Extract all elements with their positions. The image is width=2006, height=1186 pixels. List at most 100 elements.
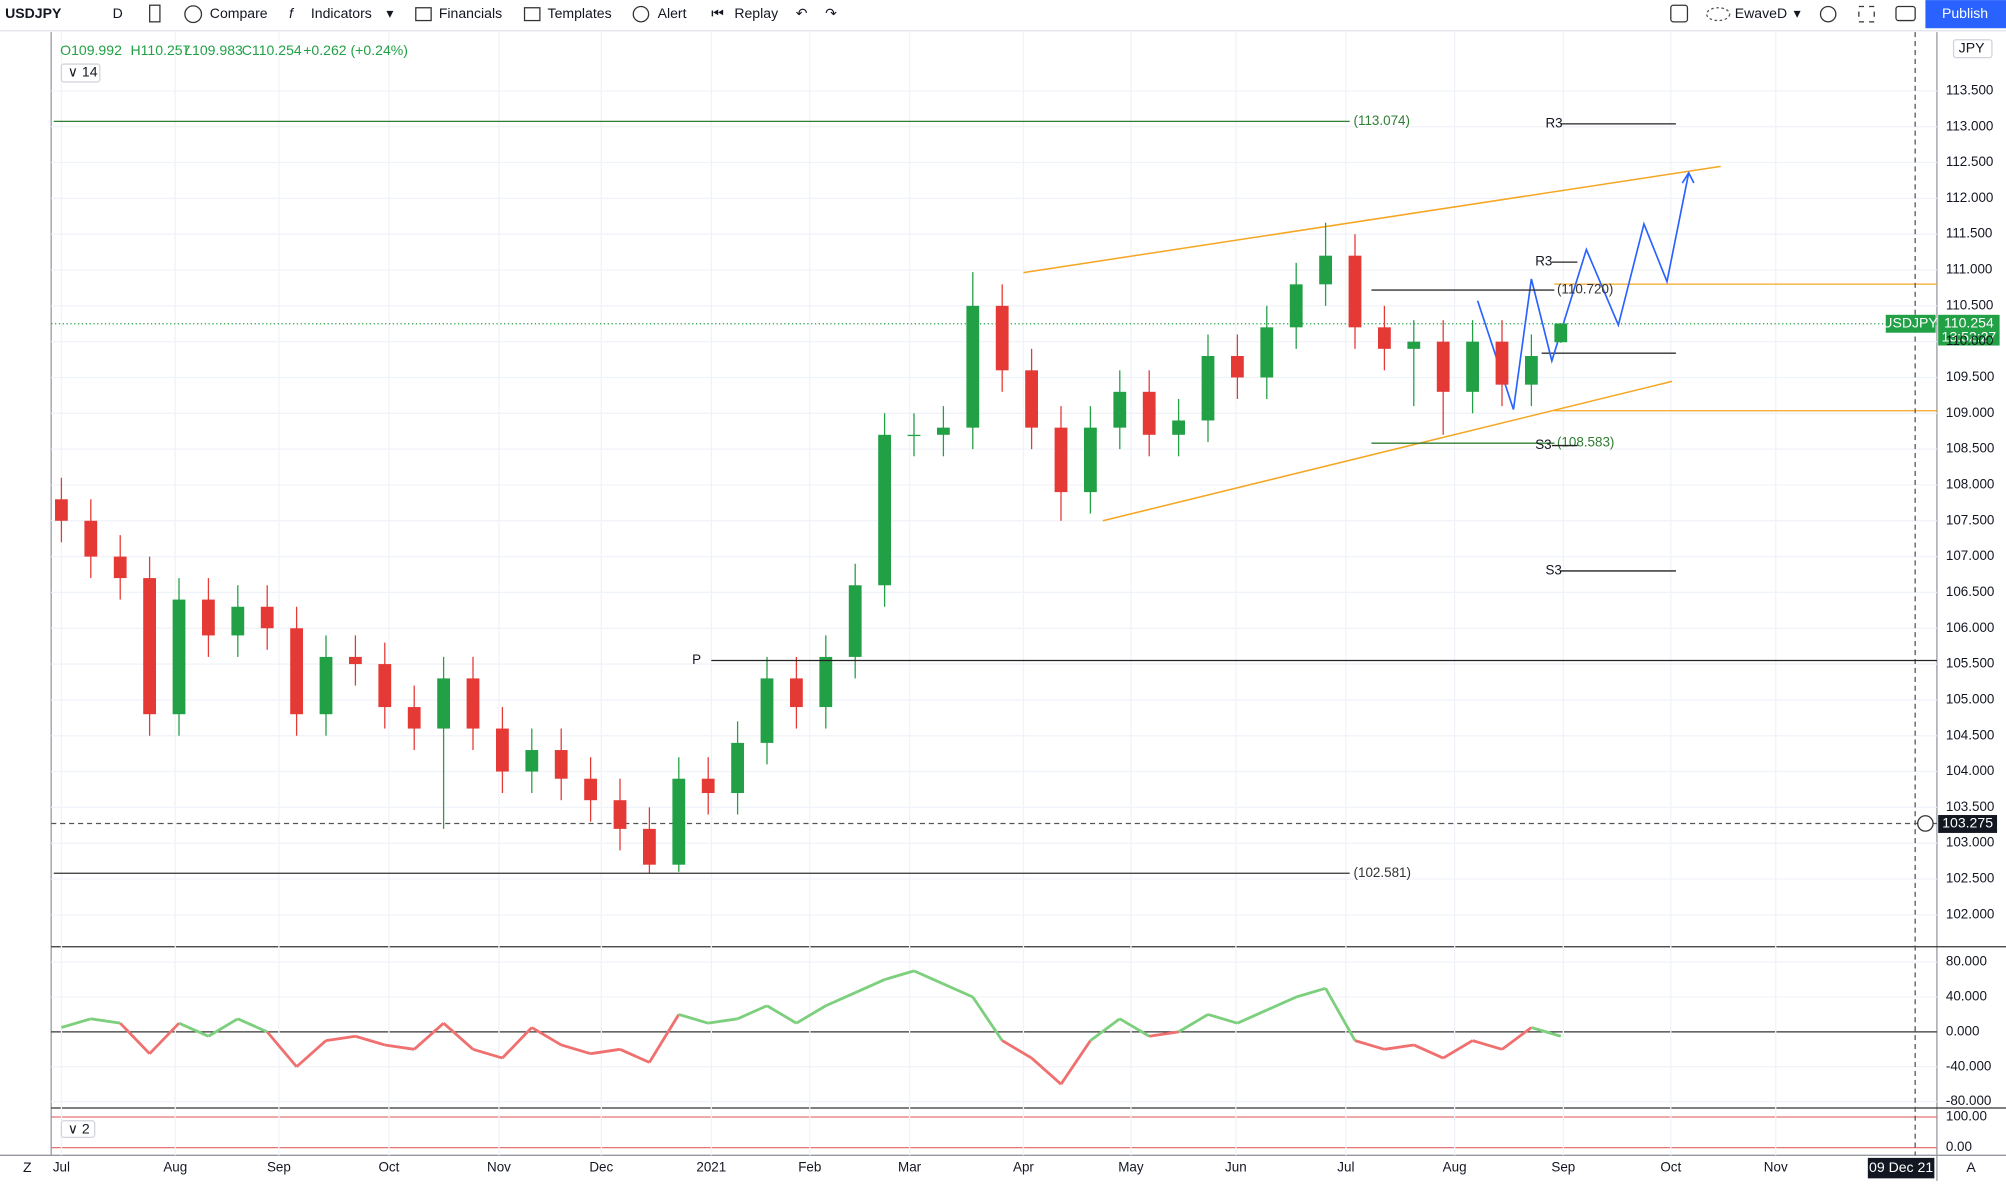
settings-icon[interactable] bbox=[1819, 5, 1837, 23]
x-tick-label: Jun bbox=[1225, 1160, 1247, 1175]
alert-icon[interactable] bbox=[632, 5, 650, 23]
oscillator-segment bbox=[1501, 1026, 1533, 1051]
templates-icon[interactable] bbox=[523, 7, 541, 22]
y-tick-label: 112.000 bbox=[1946, 190, 1994, 205]
candle-body bbox=[113, 556, 127, 579]
channel-upper bbox=[1023, 165, 1721, 274]
wave-projection bbox=[1476, 172, 1690, 410]
y-tick-label: 0.000 bbox=[1946, 1023, 1980, 1038]
oscillator-segment bbox=[1266, 995, 1297, 1012]
x-tick-label: Apr bbox=[1013, 1160, 1034, 1175]
candle-body bbox=[790, 678, 803, 708]
dropdown-icon[interactable]: ▾ bbox=[386, 5, 393, 21]
x-tick-label: Sep bbox=[1551, 1160, 1575, 1175]
y-tick-label: 113.500 bbox=[1946, 82, 1994, 97]
candle-body bbox=[554, 750, 568, 779]
interval[interactable]: D bbox=[113, 5, 123, 21]
x-tick-label: Dec bbox=[589, 1160, 613, 1175]
oscillator-segment bbox=[913, 969, 944, 986]
pivot-label: S3 bbox=[1535, 437, 1551, 452]
oscillator-segment bbox=[678, 1013, 709, 1025]
button[interactable]: Templates bbox=[548, 5, 612, 21]
button[interactable]: Indicators bbox=[311, 5, 372, 21]
checkbox[interactable] bbox=[1670, 4, 1689, 23]
candle-body bbox=[525, 750, 539, 772]
oscillator-segment bbox=[1119, 1017, 1150, 1038]
oscillator-segment bbox=[61, 1017, 92, 1029]
add-alert-icon[interactable] bbox=[1917, 815, 1934, 832]
symbol-tag: USDJPY bbox=[1882, 314, 1938, 330]
snapshot-icon[interactable] bbox=[1895, 5, 1916, 22]
candle-body bbox=[231, 606, 245, 636]
collapse-icon[interactable]: ∨ bbox=[68, 1120, 78, 1136]
button[interactable]: Alert bbox=[658, 5, 687, 21]
y-tick-label: 108.000 bbox=[1946, 477, 1995, 492]
redo[interactable]: ↷ bbox=[825, 5, 837, 21]
publish-button[interactable] bbox=[1925, 0, 2006, 29]
candle-body bbox=[701, 778, 715, 794]
dropdown-icon[interactable]: ▾ bbox=[1794, 5, 1801, 21]
y-tick-label: 103.000 bbox=[1946, 835, 1995, 850]
oscillator-segment bbox=[207, 1017, 239, 1038]
collapse-icon[interactable]: ∨ bbox=[68, 64, 78, 80]
zoom-icon[interactable]: Z bbox=[23, 1159, 32, 1175]
y-tick-label: 111.000 bbox=[1946, 262, 1993, 277]
y-tick-label: 80.000 bbox=[1946, 954, 1987, 969]
symbol[interactable]: USDJPY bbox=[5, 5, 62, 21]
oscillator-segment bbox=[942, 982, 974, 999]
y-tick-label: 103.500 bbox=[1946, 799, 1995, 814]
layout-name[interactable]: EwaveD bbox=[1735, 5, 1787, 21]
y-tick-label: 40.000 bbox=[1946, 989, 1987, 1004]
oscillator-segment bbox=[1030, 1056, 1062, 1086]
x-tick-label: May bbox=[1118, 1160, 1144, 1175]
oscillator-segment bbox=[148, 1022, 181, 1055]
legend-change: +0.262 (+0.24%) bbox=[303, 42, 408, 58]
fullscreen-icon[interactable] bbox=[1858, 5, 1875, 23]
currency[interactable]: JPY bbox=[1959, 39, 1985, 55]
oscillator-segment bbox=[1413, 1043, 1444, 1060]
y-tick-label: 104.500 bbox=[1946, 727, 1995, 742]
financials-icon[interactable] bbox=[415, 7, 432, 22]
candle-body bbox=[143, 578, 157, 715]
compare-icon[interactable] bbox=[184, 5, 203, 24]
oscillator-segment bbox=[1236, 1008, 1268, 1025]
price-tag-bg bbox=[1938, 314, 2000, 346]
candle-body bbox=[1113, 391, 1127, 428]
button[interactable]: Replay bbox=[734, 5, 778, 21]
auto-scale[interactable]: A bbox=[1966, 1159, 1976, 1175]
replay-icon[interactable]: ⏮ bbox=[711, 5, 724, 21]
cloud-icon[interactable] bbox=[1705, 7, 1731, 22]
candle-body bbox=[319, 656, 333, 715]
oscillator-segment bbox=[119, 1022, 151, 1055]
candle-body bbox=[1260, 327, 1274, 378]
candle-body bbox=[437, 678, 451, 729]
oscillator-segment bbox=[501, 1026, 533, 1060]
input-box[interactable] bbox=[60, 1120, 96, 1139]
y-tick-label: 111.500 bbox=[1946, 226, 1993, 241]
y-tick-label: -80.000 bbox=[1946, 1093, 1992, 1108]
undo[interactable]: ↶ bbox=[796, 5, 808, 21]
candle-body bbox=[907, 434, 921, 437]
x-tick-label: 2021 bbox=[696, 1160, 726, 1175]
oscillator-segment bbox=[472, 1047, 503, 1060]
oscillator-segment bbox=[1177, 1013, 1209, 1034]
oscillator-segment bbox=[413, 1022, 445, 1051]
symbol-tag-bg bbox=[1885, 314, 1936, 333]
button[interactable]: Compare bbox=[210, 5, 268, 21]
oscillator-segment bbox=[795, 1004, 827, 1025]
input-box[interactable] bbox=[60, 63, 101, 83]
candle-body bbox=[172, 599, 186, 715]
currency-button[interactable] bbox=[1952, 39, 1993, 59]
chart-style-icon[interactable] bbox=[149, 4, 161, 23]
candle-body bbox=[407, 707, 421, 729]
oscillator-segment bbox=[825, 991, 856, 1008]
candle-body bbox=[584, 778, 597, 801]
publish-label[interactable]: Publish bbox=[1942, 5, 1988, 21]
button[interactable]: Financials bbox=[439, 5, 502, 21]
candle-body bbox=[1466, 341, 1479, 392]
candle-body bbox=[643, 828, 656, 865]
indicators-icon[interactable]: f bbox=[289, 5, 295, 21]
oscillator-segment bbox=[1324, 987, 1357, 1042]
